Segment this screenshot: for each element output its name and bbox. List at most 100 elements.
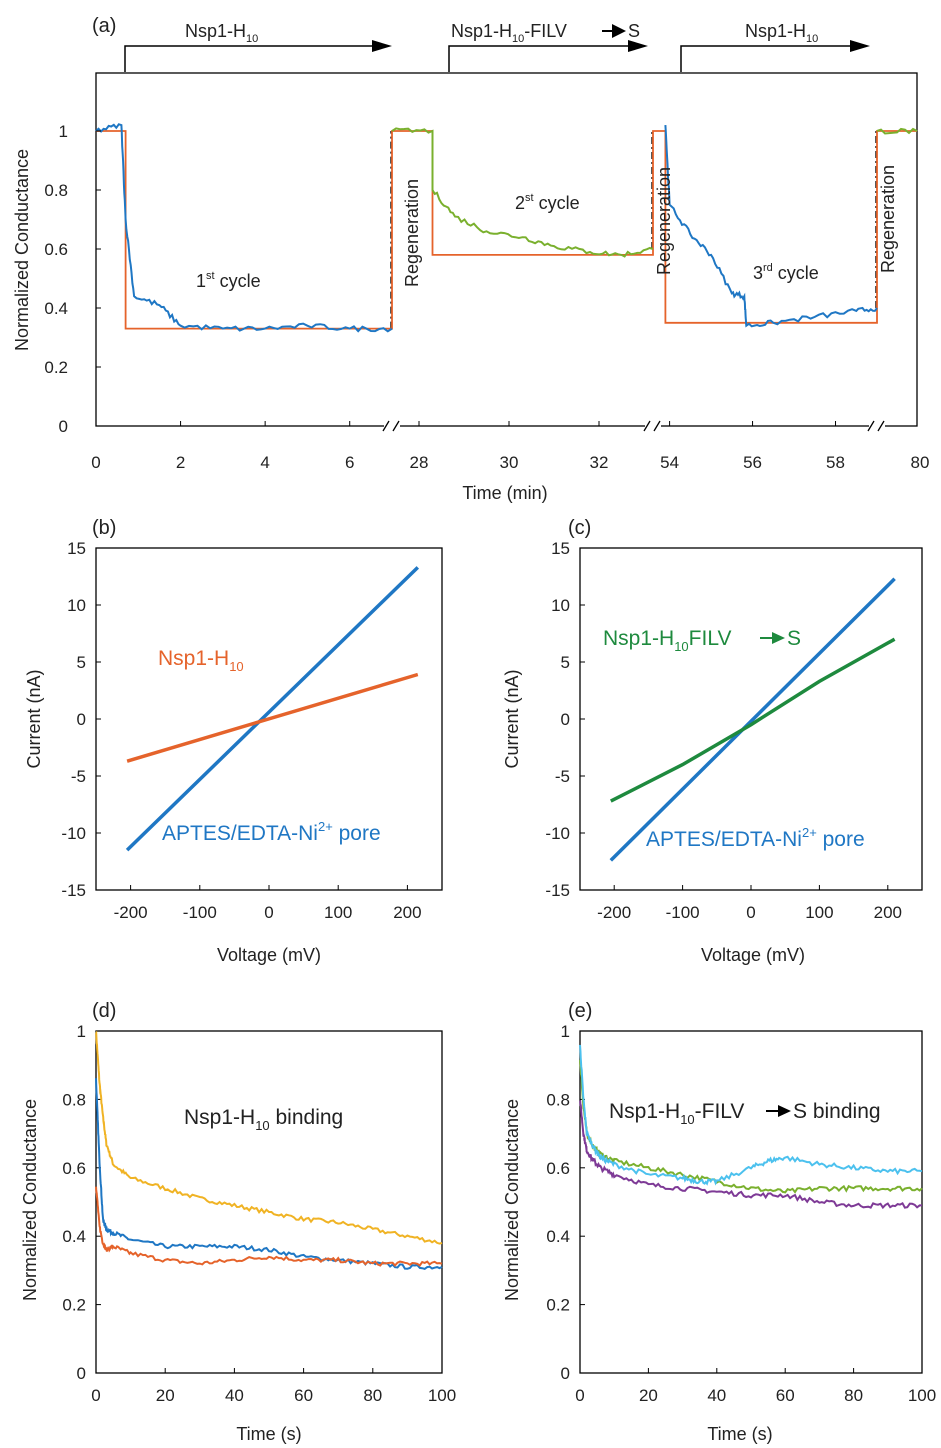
panel-d-annotation: Nsp1-H10 binding	[184, 1106, 343, 1133]
panel-e: (e) 0 20 40 60 80 100 0 0.2 0.4 0.6 0.8 1 Normalize…	[502, 1000, 936, 1444]
x-tick-label: 20	[156, 1386, 175, 1405]
axis-break-mark	[653, 420, 661, 432]
x-tick-label: -100	[183, 903, 217, 922]
y-tick-label: 5	[561, 653, 570, 672]
panel-c: (c) -200 -100 0 100 200 -15 -10 -5 0 5 10 15 Curren…	[502, 517, 923, 965]
series-line-orange	[95, 1186, 443, 1267]
x-tick-label: 58	[826, 453, 845, 472]
axis-break-gap	[645, 422, 661, 430]
regeneration-label-1: Regeneration	[402, 179, 422, 287]
y-tick-label: 5	[77, 653, 86, 672]
header-label-2: Nsp1-H10-FILV	[451, 21, 567, 45]
cycle-label-3: 3rd cycle	[753, 262, 819, 283]
panel-a-xlabel: Time (min)	[462, 483, 547, 503]
axis-break-gap	[869, 422, 885, 430]
panel-e-annotation-arrow-icon	[766, 1105, 791, 1117]
x-tick-label: 80	[844, 1386, 863, 1405]
panel-c-legend-nsp1: Nsp1-H10FILV	[603, 627, 731, 654]
header-label-2-arrow-icon	[602, 24, 626, 38]
regeneration-label-2: Regeneration	[654, 167, 674, 275]
x-tick-label: 200	[393, 903, 421, 922]
panel-b-legend-aptes: APTES/EDTA-Ni2+ pore	[162, 819, 381, 845]
header-arrow-2	[448, 45, 635, 72]
panel-e-frame	[579, 1030, 923, 1374]
panel-a-frame	[95, 72, 918, 427]
x-tick-label: 0	[746, 903, 755, 922]
y-tick-label: 0.8	[62, 1090, 86, 1109]
x-tick-label: 2	[176, 453, 185, 472]
x-tick-label: 60	[776, 1386, 795, 1405]
x-tick-label: -100	[666, 903, 700, 922]
header-arrowhead-2	[628, 40, 648, 52]
y-tick-label: 1	[59, 122, 68, 141]
y-tick-label: -5	[555, 767, 570, 786]
series-line-green	[579, 1059, 923, 1194]
y-tick-label: 15	[551, 539, 570, 558]
y-tick-label: 0.2	[546, 1296, 570, 1315]
y-tick-label: 0.2	[62, 1296, 86, 1315]
panel-b-label: (b)	[92, 517, 116, 539]
y-tick-label: 0.2	[44, 358, 68, 377]
series-line-dark_green	[610, 637, 896, 803]
series-line-yellow	[95, 1030, 443, 1245]
y-tick-label: 0.8	[546, 1090, 570, 1109]
y-tick-label: 0.4	[62, 1227, 86, 1246]
panel-c-xlabel: Voltage (mV)	[701, 945, 805, 965]
panel-d-plot: 0 20 40 60 80 100 0 0.2 0.4 0.6 0.8 1	[62, 1022, 456, 1405]
panel-a: (a) Nsp1-H10 Nsp1-H10-FILV S Nsp1-H10 00…	[12, 15, 929, 503]
panel-d-xlabel: Time (s)	[236, 1424, 301, 1444]
x-tick-label: 80	[911, 453, 930, 472]
x-tick-label: -200	[597, 903, 631, 922]
x-tick-label: 56	[743, 453, 762, 472]
y-tick-label: -5	[71, 767, 86, 786]
series-line-orange	[126, 672, 419, 763]
panel-e-annotation-tail: S binding	[793, 1100, 881, 1123]
panel-b-ylabel: Current (nA)	[24, 669, 44, 768]
y-tick-label: 1	[561, 1022, 570, 1041]
y-tick-label: 0	[59, 417, 68, 436]
series-line-green	[391, 127, 918, 258]
y-tick-label: 10	[67, 596, 86, 615]
axis-break-gap	[384, 422, 400, 430]
panel-d-label: (d)	[92, 1000, 116, 1022]
x-tick-label: 28	[410, 453, 429, 472]
panel-b-plot: -200 -100 0 100 200 -15 -10 -5 0 5 10 15	[61, 539, 421, 922]
panel-a-axis: 0 0.2 0.4 0.6 0.8 1 0 2 4 6 28 30 32 54 56 58 80	[44, 122, 929, 472]
header-arrowhead-1	[372, 40, 392, 52]
y-tick-label: 0.8	[44, 181, 68, 200]
panel-e-xlabel: Time (s)	[707, 1424, 772, 1444]
y-tick-label: -10	[61, 824, 86, 843]
y-tick-label: -10	[545, 824, 570, 843]
y-tick-label: 0.4	[546, 1227, 570, 1246]
axis-break-mark	[643, 420, 651, 432]
x-tick-label: 0	[91, 1386, 100, 1405]
x-tick-label: 54	[660, 453, 679, 472]
y-tick-label: -15	[61, 881, 86, 900]
panel-b-legend-nsp1: Nsp1-H10	[158, 647, 244, 674]
panel-a-label: (a)	[92, 15, 116, 37]
series-line-orange	[96, 130, 917, 330]
panel-c-ylabel: Current (nA)	[502, 669, 522, 768]
axis-break-mark	[877, 420, 885, 432]
header-label-2-tail: S	[628, 21, 640, 41]
series-line-blue	[95, 123, 878, 333]
panel-b: (b) -200 -100 0 100 200 -15 -10 -5 0 5 10 15 Curren…	[24, 517, 443, 965]
header-arrowhead-3	[850, 40, 870, 52]
panel-e-label: (e)	[568, 1000, 592, 1022]
x-tick-label: 60	[294, 1386, 313, 1405]
axis-break-mark	[867, 420, 875, 432]
panel-d: (d) 0 20 40 60 80 100 0 0.2 0.4 0.6 0.8 1 Normalize…	[20, 1000, 456, 1444]
panel-e-plot: 0 20 40 60 80 100 0 0.2 0.4 0.6 0.8 1	[546, 1022, 936, 1405]
panel-a-header-arrows	[124, 45, 857, 72]
x-tick-label: 6	[345, 453, 354, 472]
x-tick-label: 0	[575, 1386, 584, 1405]
regeneration-label-3: Regeneration	[878, 165, 898, 273]
panel-a-plot	[95, 123, 918, 333]
series-line-blue	[609, 577, 896, 862]
panel-c-legend-nsp1-tail: S	[787, 627, 801, 650]
series-line-purple	[579, 1100, 922, 1210]
x-tick-label: 0	[91, 453, 100, 472]
x-tick-label: 4	[260, 453, 269, 472]
y-tick-label: 0	[77, 710, 86, 729]
panel-c-legend-aptes: APTES/EDTA-Ni2+ pore	[646, 825, 865, 851]
